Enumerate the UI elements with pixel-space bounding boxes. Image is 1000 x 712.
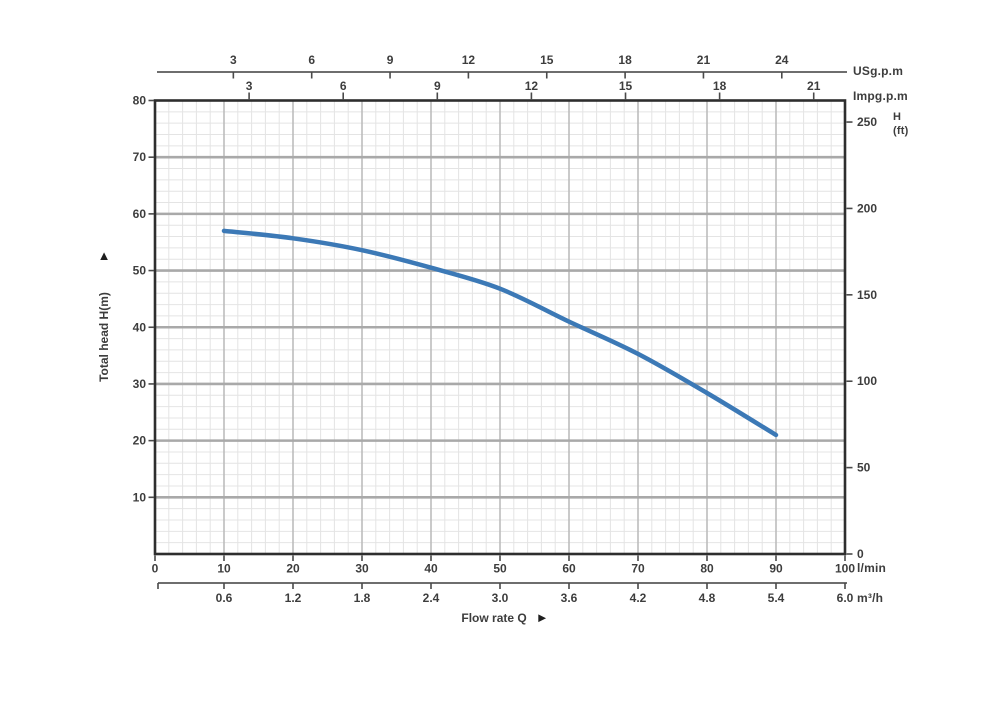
impgpm-tick-label: 9 (434, 79, 441, 93)
plot-border (153, 99, 847, 556)
head-ft-tick-label: 150 (857, 288, 877, 302)
usgpm-tick-label: 3 (230, 53, 237, 67)
impgpm-tick-label: 12 (525, 79, 539, 93)
m3h-tick-label: 1.8 (354, 591, 371, 605)
lmin-tick-label: 80 (700, 562, 714, 576)
m3h-tick-label: 2.4 (423, 591, 440, 605)
m3h-tick-label: 6.0 (837, 591, 854, 605)
head-ft-tick-label: 50 (857, 461, 871, 475)
head-ft-tick-label: 0 (857, 547, 864, 561)
right-arrow-icon: ► (535, 610, 549, 625)
impgpm-tick-label: 21 (807, 79, 821, 93)
lmin-tick-label: 30 (355, 562, 369, 576)
lmin-tick-label: 10 (217, 562, 231, 576)
usgpm-tick-label: 15 (540, 53, 554, 67)
m3h-tick-label: 1.2 (285, 591, 302, 605)
right-axis-title-line1: H (893, 111, 902, 123)
lmin-tick-label: 60 (562, 562, 576, 576)
impgpm-tick-label: 18 (713, 79, 727, 93)
head-m-tick-label: 10 (133, 490, 147, 504)
up-arrow-icon: ▲ (97, 248, 111, 263)
lmin-tick-label: 50 (493, 562, 507, 576)
pump-curve (221, 228, 779, 438)
usgpm-tick-label: 12 (462, 53, 476, 67)
usgpm-tick-label: 21 (697, 53, 711, 67)
lmin-tick-label: 90 (769, 562, 783, 576)
usgpm-tick-label: 24 (775, 53, 789, 67)
lmin-tick-label: 100 (835, 562, 855, 576)
usgpm-axis-unit-label: USg.p.m (853, 64, 904, 78)
m3h-tick-label: 3.6 (561, 591, 578, 605)
right-axis-title-line2: (ft) (893, 125, 909, 137)
head-m-tick-label: 60 (133, 207, 147, 221)
m3h-tick-label: 3.0 (492, 591, 509, 605)
lmin-tick-label: 0 (152, 562, 159, 576)
head-ft-tick-label: 200 (857, 201, 877, 215)
head-ft-tick-label: 100 (857, 374, 877, 388)
impgpm-tick-label: 6 (340, 79, 347, 93)
x-axis-title: Flow rate Q ► (420, 611, 590, 625)
head-m-tick-label: 40 (133, 320, 147, 334)
head-m-tick-label: 80 (133, 94, 147, 108)
y-axis-title: Total head H(m) (97, 292, 111, 382)
head-m-tick-label: 70 (133, 150, 147, 164)
usgpm-tick-label: 6 (308, 53, 315, 67)
lmin-axis-unit-label: l/min (857, 561, 887, 575)
head-m-tick-label: 20 (133, 434, 147, 448)
m3h-tick-label: 4.8 (699, 591, 716, 605)
lmin-tick-label: 40 (424, 562, 438, 576)
right-axis-title: H (ft) (893, 110, 908, 138)
head-m-tick-label: 30 (133, 377, 147, 391)
m3h-tick-label: 5.4 (768, 591, 785, 605)
head-ft-tick-label: 250 (857, 115, 877, 129)
lmin-tick-label: 70 (631, 562, 645, 576)
lmin-tick-label: 20 (286, 562, 300, 576)
m3h-tick-label: 0.6 (216, 591, 233, 605)
impgpm-tick-label: 15 (619, 79, 633, 93)
m3h-axis-unit-label: m³/h (857, 591, 884, 605)
head-m-tick-label: 50 (133, 264, 147, 278)
impgpm-axis-unit-label: Impg.p.m (853, 89, 908, 103)
x-axis-title-text: Flow rate Q (461, 611, 527, 625)
usgpm-tick-label: 18 (618, 53, 632, 67)
impgpm-tick-label: 3 (246, 79, 253, 93)
usgpm-tick-label: 9 (387, 53, 394, 67)
m3h-tick-label: 4.2 (630, 591, 647, 605)
